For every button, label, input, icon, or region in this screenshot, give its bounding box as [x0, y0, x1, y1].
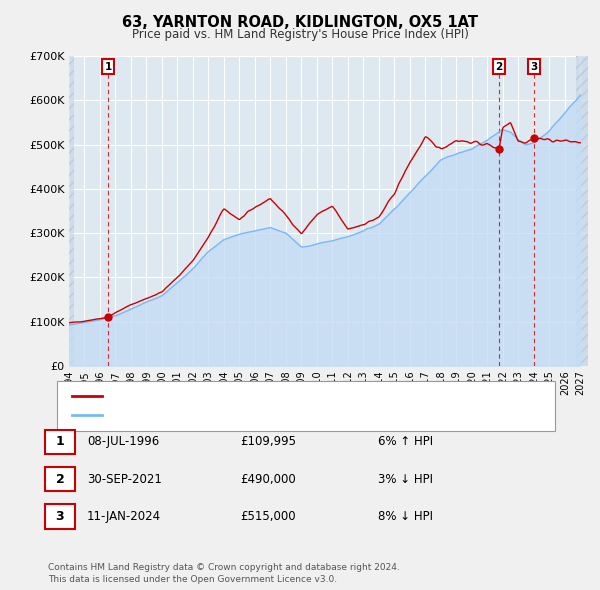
- Text: £490,000: £490,000: [240, 473, 296, 486]
- Text: 63, YARNTON ROAD, KIDLINGTON, OX5 1AT: 63, YARNTON ROAD, KIDLINGTON, OX5 1AT: [122, 15, 478, 30]
- Text: £515,000: £515,000: [240, 510, 296, 523]
- Text: 3% ↓ HPI: 3% ↓ HPI: [378, 473, 433, 486]
- Text: 08-JUL-1996: 08-JUL-1996: [87, 435, 159, 448]
- Text: HPI: Average price, detached house, Cherwell: HPI: Average price, detached house, Cher…: [108, 411, 347, 420]
- Text: 1: 1: [56, 435, 64, 448]
- Text: 30-SEP-2021: 30-SEP-2021: [87, 473, 162, 486]
- Text: 3: 3: [530, 62, 538, 72]
- Text: 8% ↓ HPI: 8% ↓ HPI: [378, 510, 433, 523]
- Text: 3: 3: [56, 510, 64, 523]
- Polygon shape: [575, 56, 588, 366]
- Text: £109,995: £109,995: [240, 435, 296, 448]
- Text: This data is licensed under the Open Government Licence v3.0.: This data is licensed under the Open Gov…: [48, 575, 337, 584]
- Polygon shape: [69, 56, 74, 366]
- Text: Price paid vs. HM Land Registry's House Price Index (HPI): Price paid vs. HM Land Registry's House …: [131, 28, 469, 41]
- Text: 63, YARNTON ROAD, KIDLINGTON, OX5 1AT (detached house): 63, YARNTON ROAD, KIDLINGTON, OX5 1AT (d…: [108, 391, 427, 401]
- Text: Contains HM Land Registry data © Crown copyright and database right 2024.: Contains HM Land Registry data © Crown c…: [48, 563, 400, 572]
- Text: 6% ↑ HPI: 6% ↑ HPI: [378, 435, 433, 448]
- Text: 2: 2: [495, 62, 503, 72]
- Text: 2: 2: [56, 473, 64, 486]
- Text: 1: 1: [104, 62, 112, 72]
- Text: 11-JAN-2024: 11-JAN-2024: [87, 510, 161, 523]
